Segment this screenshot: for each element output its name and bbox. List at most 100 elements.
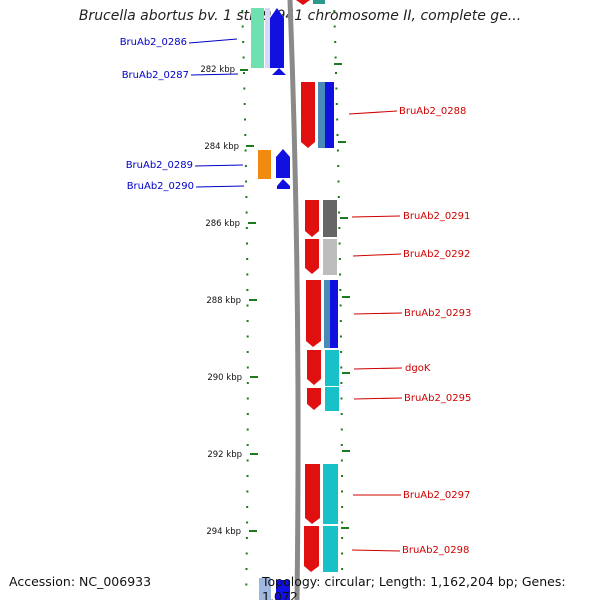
gene-label-left[interactable]: BruAb2_0286 xyxy=(120,37,238,48)
ruler-dot xyxy=(242,41,245,43)
ruler-dot xyxy=(340,382,343,384)
gene-label-right[interactable]: BruAb2_0292 xyxy=(352,249,470,260)
gene-name[interactable]: BruAb2_0298 xyxy=(402,545,469,556)
ruler-tick: 284 kbp xyxy=(204,142,254,152)
ruler-dot xyxy=(336,134,339,136)
ruler-dot xyxy=(246,490,249,493)
ruler-dot xyxy=(246,289,249,291)
ruler-dot xyxy=(246,351,249,353)
ruler-dot xyxy=(339,289,342,291)
gene-feature[interactable] xyxy=(306,280,321,347)
gene-label-right[interactable]: BruAb2_0298 xyxy=(351,545,469,556)
ruler-dot xyxy=(341,537,344,539)
gene-name[interactable]: BruAb2_0297 xyxy=(403,490,470,501)
gene-feature[interactable] xyxy=(305,239,319,274)
ruler-dot xyxy=(340,413,343,415)
ruler-dot xyxy=(243,72,245,74)
tick-label: 292 kbp xyxy=(207,450,242,460)
gene-label-left[interactable]: BruAb2_0290 xyxy=(127,181,245,192)
gene-label-right[interactable]: BruAb2_0293 xyxy=(353,308,471,319)
gene-label-right[interactable]: BruAb2_0295 xyxy=(353,393,471,404)
ruler-dot xyxy=(336,118,339,121)
ruler-dot xyxy=(244,118,246,121)
gene-feature[interactable] xyxy=(251,8,264,68)
gene-label-right[interactable]: BruAb2_0288 xyxy=(348,106,466,117)
gene-feature[interactable] xyxy=(325,82,334,148)
ruler-dot xyxy=(246,258,249,260)
ruler-dot xyxy=(246,475,249,477)
ruler-dot xyxy=(335,87,338,90)
gene-label-left[interactable]: BruAb2_0289 xyxy=(126,160,244,171)
gene-name[interactable]: BruAb2_0286 xyxy=(120,37,187,48)
gene-feature[interactable] xyxy=(313,0,325,4)
gene-name[interactable]: BruAb2_0288 xyxy=(399,106,466,117)
ruler-dot xyxy=(338,211,341,214)
gene-feature[interactable] xyxy=(276,580,290,600)
ruler-dot xyxy=(246,273,249,276)
gene-feature[interactable] xyxy=(325,387,339,411)
gene-feature[interactable] xyxy=(259,578,271,600)
ruler-dot xyxy=(335,72,337,74)
ruler-dot xyxy=(333,10,336,12)
ruler-dots xyxy=(241,10,344,586)
gene-name[interactable]: BruAb2_0291 xyxy=(403,211,470,222)
left-gene-labels: BruAb2_0286 BruAb2_0287 BruAb2_0289 BruA… xyxy=(120,37,245,192)
ruler-dot xyxy=(246,413,249,415)
gene-label-left[interactable]: BruAb2_0287 xyxy=(122,70,239,81)
gene-feature[interactable] xyxy=(323,464,338,524)
ruler-dot xyxy=(241,10,244,12)
gene-name[interactable]: BruAb2_0292 xyxy=(403,249,470,260)
gene-feature[interactable] xyxy=(276,149,290,178)
gene-label-right[interactable]: BruAb2_0291 xyxy=(351,211,470,222)
ruler-dot xyxy=(245,568,248,570)
ruler-dot xyxy=(339,304,342,307)
ruler-ticks: 282 kbp 284 kbp 286 kbp 288 kbp 290 kbp … xyxy=(200,63,350,537)
ruler-dot xyxy=(246,397,249,400)
gene-name[interactable]: BruAb2_0293 xyxy=(404,308,471,319)
ruler-tick: 292 kbp xyxy=(207,450,258,460)
gene-name[interactable]: BruAb2_0287 xyxy=(122,70,189,81)
ruler-dot xyxy=(244,165,247,167)
gene-feature[interactable] xyxy=(323,526,338,572)
ruler-dot xyxy=(333,25,336,28)
ruler-dot xyxy=(245,583,248,586)
gene-label-right[interactable]: dgoK xyxy=(353,363,431,374)
gene-feature[interactable] xyxy=(277,179,290,189)
ruler-dot xyxy=(246,335,249,338)
gene-feature[interactable] xyxy=(296,0,310,5)
ruler-dot xyxy=(246,428,249,431)
ruler-dot xyxy=(341,475,343,477)
forward-strand-features xyxy=(251,8,290,600)
tick-label: 286 kbp xyxy=(205,219,240,229)
gene-feature[interactable] xyxy=(307,388,321,410)
gene-feature[interactable] xyxy=(270,8,284,68)
gene-feature[interactable] xyxy=(258,150,271,179)
ruler-dot xyxy=(246,506,249,508)
gene-feature[interactable] xyxy=(330,280,338,348)
ruler-dot xyxy=(246,459,249,462)
gene-label-right[interactable]: BruAb2_0297 xyxy=(353,490,470,501)
gene-feature[interactable] xyxy=(305,464,320,524)
gene-feature[interactable] xyxy=(323,239,337,275)
gene-feature[interactable] xyxy=(272,68,286,75)
gene-feature[interactable] xyxy=(323,200,337,237)
gene-feature[interactable] xyxy=(318,82,325,148)
gene-feature[interactable] xyxy=(301,82,315,148)
ruler-dot xyxy=(335,103,338,105)
gene-feature[interactable] xyxy=(324,280,330,348)
gene-name[interactable]: BruAb2_0289 xyxy=(126,160,193,171)
gene-feature[interactable] xyxy=(307,350,321,385)
ruler-dot xyxy=(336,149,339,152)
gene-name[interactable]: BruAb2_0295 xyxy=(404,393,471,404)
gene-feature[interactable] xyxy=(325,350,339,386)
map-title: Brucella abortus bv. 1 str. 9-941 chromo… xyxy=(78,8,522,24)
ruler-dot xyxy=(243,87,246,90)
ruler-dot xyxy=(241,25,244,28)
gene-feature[interactable] xyxy=(305,200,319,237)
gene-feature[interactable] xyxy=(265,8,270,68)
gene-feature[interactable] xyxy=(304,526,319,572)
gene-name[interactable]: BruAb2_0290 xyxy=(127,181,194,192)
gene-name[interactable]: dgoK xyxy=(405,363,431,374)
